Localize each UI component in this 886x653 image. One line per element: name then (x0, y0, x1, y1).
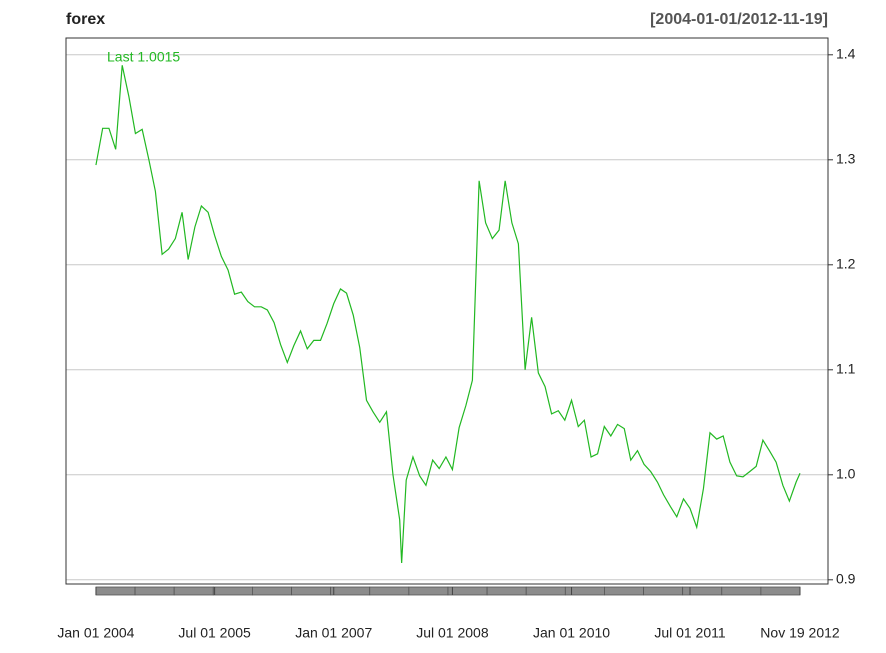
date-band (721, 586, 762, 596)
plot-frame (65, 37, 829, 585)
date-band (447, 586, 488, 596)
date-band (643, 586, 684, 596)
date-band (760, 586, 801, 596)
y-tick-label: 1.1 (836, 361, 856, 377)
x-tick-label: Jul 01 2011 (654, 625, 726, 641)
x-tick-label: Nov 19 2012 (760, 625, 840, 641)
date-band (134, 586, 175, 596)
date-band (173, 586, 214, 596)
y-tick-label: 0.9 (836, 571, 856, 587)
x-tick-label: Jan 01 2004 (57, 625, 134, 641)
y-tick-label: 1.4 (836, 46, 856, 62)
x-tick-label: Jan 01 2007 (295, 625, 372, 641)
chart-title: forex (66, 11, 105, 28)
x-tick-label: Jul 01 2005 (178, 625, 251, 641)
y-tick-label: 1.3 (836, 151, 856, 167)
date-band (291, 586, 332, 596)
y-tick-label: 1.0 (836, 466, 856, 482)
series-line (95, 65, 801, 564)
x-tick-label: Jul 01 2008 (416, 625, 489, 641)
date-band (486, 586, 527, 596)
last-value-annotation: Last 1.0015 (107, 49, 180, 65)
date-band (682, 586, 723, 596)
date-band (604, 586, 644, 596)
date-band (408, 586, 449, 596)
x-tick-label: Jan 01 2010 (533, 625, 610, 641)
chart-subtitle: [2004-01-01/2012-11-19] (650, 11, 828, 28)
y-tick-label: 1.2 (836, 256, 856, 272)
date-band (525, 586, 566, 596)
date-band (369, 586, 410, 596)
date-band (252, 586, 292, 596)
date-band (212, 586, 253, 596)
date-band (95, 586, 136, 596)
date-band (330, 586, 371, 596)
